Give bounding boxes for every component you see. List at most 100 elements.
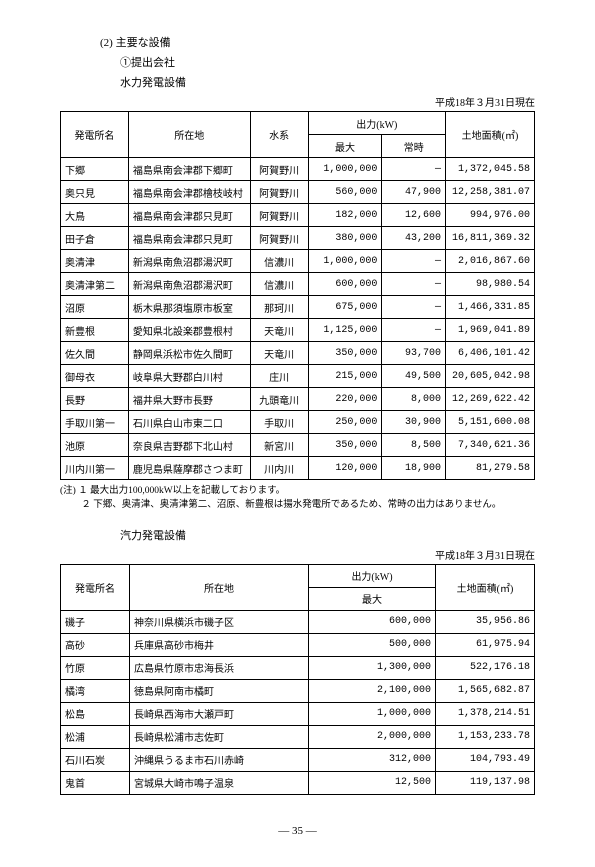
cell-max: 2,000,000 — [309, 725, 436, 748]
cell-max: 12,500 — [309, 771, 436, 794]
table-row: 川内川第一鹿児島県薩摩郡さつま町川内川120,00018,90081,279.5… — [61, 457, 535, 480]
cell-area: 1,565,682.87 — [436, 679, 535, 702]
cell-regular: 49,500 — [382, 365, 446, 388]
cell-area: 7,340,621.36 — [446, 434, 535, 457]
table-row: 新豊根愛知県北設楽郡豊根村天竜川1,125,000―1,969,041.89 — [61, 319, 535, 342]
cell-plant: 奥清津第二 — [61, 273, 129, 296]
cell-plant: 下郷 — [61, 158, 129, 181]
cell-area: 5,151,600.08 — [446, 411, 535, 434]
cell-location: 福島県南会津郡下郷町 — [128, 158, 250, 181]
section-heading-main: (2) 主要な設備 — [100, 34, 535, 50]
cell-max: 250,000 — [308, 411, 382, 434]
cell-river: 庄川 — [250, 365, 308, 388]
th-plant: 発電所名 — [61, 564, 130, 610]
cell-location: 福島県南会津郡檜枝岐村 — [128, 181, 250, 204]
cell-max: 600,000 — [309, 610, 436, 633]
table-row: 長野福井県大野市長野九頭竜川220,0008,00012,269,622.42 — [61, 388, 535, 411]
cell-max: 215,000 — [308, 365, 382, 388]
cell-plant: 松浦 — [61, 725, 130, 748]
cell-regular: 18,900 — [382, 457, 446, 480]
cell-max: 182,000 — [308, 204, 382, 227]
cell-location: 長崎県西海市大瀬戸町 — [130, 702, 309, 725]
cell-max: 220,000 — [308, 388, 382, 411]
cell-max: 560,000 — [308, 181, 382, 204]
th-plant: 発電所名 — [61, 112, 129, 158]
th-max: 最大 — [309, 587, 436, 610]
cell-max: 1,000,000 — [308, 250, 382, 273]
note2-text: 下郷、奥清津、奥清津第二、沼原、新豊根は揚水発電所であるため、常時の出力はありま… — [93, 500, 501, 510]
cell-location: 静岡県浜松市佐久間町 — [128, 342, 250, 365]
cell-area: 35,956.86 — [436, 610, 535, 633]
table-row: 沼原栃木県那須塩原市板室那珂川675,000―1,466,331.85 — [61, 296, 535, 319]
cell-location: 岐阜県大野郡白川村 — [128, 365, 250, 388]
cell-location: 福井県大野市長野 — [128, 388, 250, 411]
cell-area: 2,016,867.60 — [446, 250, 535, 273]
cell-plant: 長野 — [61, 388, 129, 411]
cell-plant: 松島 — [61, 702, 130, 725]
cell-plant: 奥清津 — [61, 250, 129, 273]
table-row: 松浦長崎県松浦市志佐町2,000,0001,153,233.78 — [61, 725, 535, 748]
cell-max: 1,000,000 — [309, 702, 436, 725]
cell-location: 新潟県南魚沼郡湯沢町 — [128, 273, 250, 296]
cell-plant: 新豊根 — [61, 319, 129, 342]
cell-area: 16,811,369.32 — [446, 227, 535, 250]
cell-location: 沖縄県うるま市石川赤崎 — [130, 748, 309, 771]
cell-plant: 田子倉 — [61, 227, 129, 250]
table-row: 御母衣岐阜県大野郡白川村庄川215,00049,50020,605,042.98 — [61, 365, 535, 388]
cell-regular: ― — [382, 319, 446, 342]
cell-plant: 川内川第一 — [61, 457, 129, 480]
cell-max: 1,125,000 — [308, 319, 382, 342]
cell-location: 宮城県大崎市鳴子温泉 — [130, 771, 309, 794]
cell-max: 312,000 — [309, 748, 436, 771]
cell-location: 愛知県北設楽郡豊根村 — [128, 319, 250, 342]
cell-plant: 橘湾 — [61, 679, 130, 702]
cell-river: 信濃川 — [250, 250, 308, 273]
cell-max: 2,100,000 — [309, 679, 436, 702]
cell-plant: 手取川第一 — [61, 411, 129, 434]
cell-area: 522,176.18 — [436, 656, 535, 679]
table-row: 竹原広島県竹原市忠海長浜1,300,000522,176.18 — [61, 656, 535, 679]
cell-area: 119,137.98 — [436, 771, 535, 794]
cell-plant: 鬼首 — [61, 771, 130, 794]
cell-location: 新潟県南魚沼郡湯沢町 — [128, 250, 250, 273]
cell-max: 500,000 — [309, 633, 436, 656]
hydro-notes: (注) １ 最大出力100,000kW以上を記載しております。 ２ 下郷、奥清津… — [60, 484, 535, 513]
cell-river: 川内川 — [250, 457, 308, 480]
th-area: 土地面積(㎡) — [436, 564, 535, 610]
cell-area: 61,975.94 — [436, 633, 535, 656]
cell-river: 阿賀野川 — [250, 181, 308, 204]
th-max: 最大 — [308, 135, 382, 158]
th-location: 所在地 — [130, 564, 309, 610]
cell-river: 阿賀野川 — [250, 158, 308, 181]
cell-area: 81,279.58 — [446, 457, 535, 480]
table-row: 鬼首宮城県大崎市鳴子温泉12,500119,137.98 — [61, 771, 535, 794]
cell-plant: 佐久間 — [61, 342, 129, 365]
cell-max: 1,000,000 — [308, 158, 382, 181]
note2-label: ２ — [60, 500, 91, 510]
cell-location: 石川県白山市東二口 — [128, 411, 250, 434]
cell-plant: 大鳥 — [61, 204, 129, 227]
cell-area: 1,378,214.51 — [436, 702, 535, 725]
table-row: 高砂兵庫県高砂市梅井500,00061,975.94 — [61, 633, 535, 656]
cell-river: 手取川 — [250, 411, 308, 434]
thermal-date-note: 平成18年３月31日現在 — [60, 547, 535, 562]
cell-area: 1,969,041.89 — [446, 319, 535, 342]
cell-max: 1,300,000 — [309, 656, 436, 679]
cell-regular: 43,200 — [382, 227, 446, 250]
note1-label: (注) １ — [60, 486, 88, 496]
cell-area: 98,980.54 — [446, 273, 535, 296]
cell-plant: 高砂 — [61, 633, 130, 656]
table-row: 佐久間静岡県浜松市佐久間町天竜川350,00093,7006,406,101.4… — [61, 342, 535, 365]
cell-area: 1,372,045.58 — [446, 158, 535, 181]
section-heading-sub1: ①提出会社 — [120, 54, 535, 70]
thermal-title: 汽力発電設備 — [120, 527, 535, 543]
cell-max: 350,000 — [308, 434, 382, 457]
table-row: 手取川第一石川県白山市東二口手取川250,00030,9005,151,600.… — [61, 411, 535, 434]
cell-area: 12,269,622.42 — [446, 388, 535, 411]
cell-river: 天竜川 — [250, 319, 308, 342]
cell-plant: 石川石炭 — [61, 748, 130, 771]
cell-regular: 8,000 — [382, 388, 446, 411]
cell-location: 広島県竹原市忠海長浜 — [130, 656, 309, 679]
cell-plant: 奥只見 — [61, 181, 129, 204]
th-output: 出力(kW) — [309, 564, 436, 587]
